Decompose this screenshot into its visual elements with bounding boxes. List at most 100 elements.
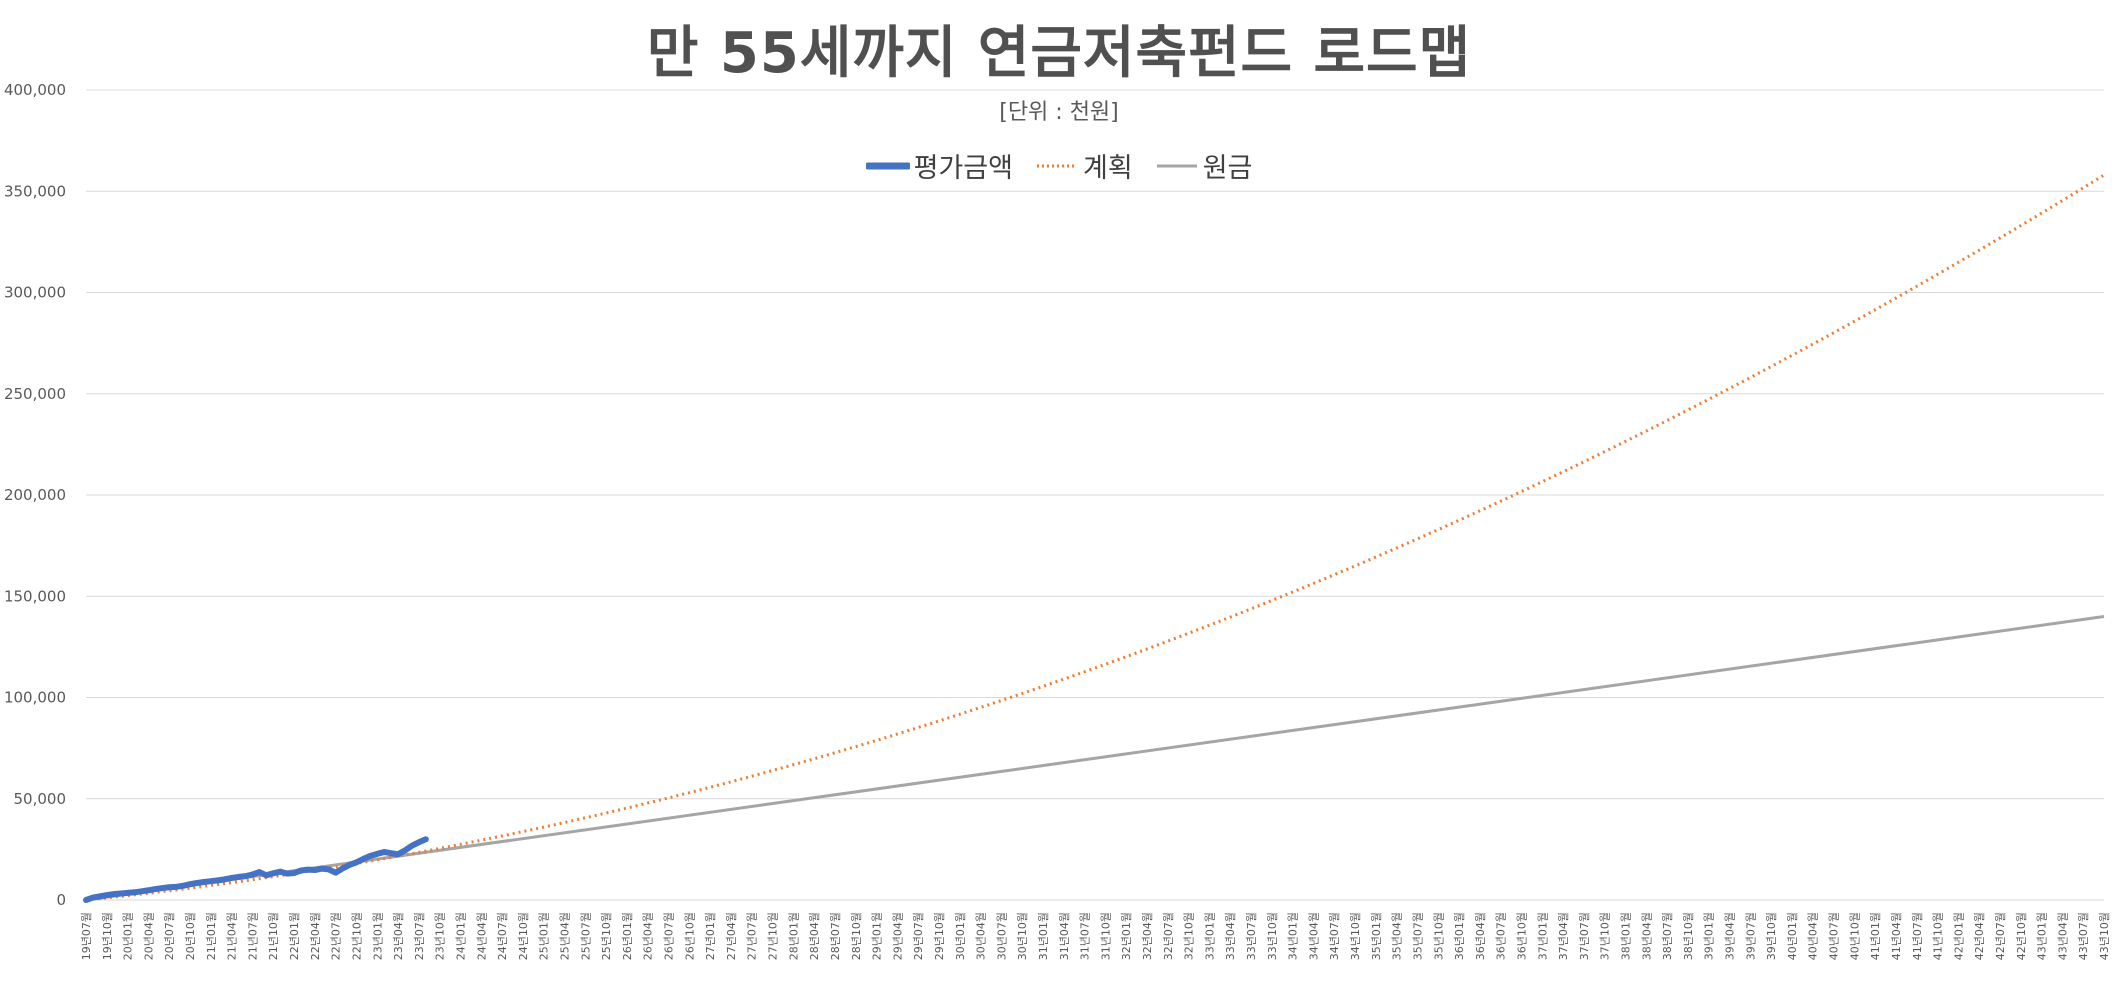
x-tick-label: 20년07월 — [163, 912, 176, 960]
x-tick-label: 24년04월 — [475, 912, 488, 960]
y-tick-label: 250,000 — [4, 385, 66, 403]
legend-label-valuation: 평가금액 — [913, 153, 1013, 184]
x-tick-label: 25년04월 — [558, 912, 571, 960]
x-tick-label: 24년07월 — [496, 912, 509, 960]
x-tick-label: 40년01월 — [1786, 912, 1799, 960]
x-tick-label: 41년04월 — [1890, 912, 1903, 960]
x-tick-label: 24년10월 — [517, 912, 530, 960]
x-tick-label: 31년01월 — [1037, 912, 1050, 960]
x-tick-label: 32년07월 — [1162, 912, 1175, 960]
x-tick-label: 43년10월 — [2098, 912, 2111, 960]
x-tick-label: 23년04월 — [392, 912, 405, 960]
x-tick-label: 21년10월 — [267, 912, 280, 960]
x-tick-label: 31년07월 — [1079, 912, 1092, 960]
x-tick-label: 31년04월 — [1058, 912, 1071, 960]
x-tick-label: 39년04월 — [1724, 912, 1737, 960]
x-tick-label: 32년01월 — [1120, 912, 1133, 960]
x-tick-label: 37년04월 — [1557, 912, 1570, 960]
series-lines — [83, 173, 2105, 903]
chart-title: 만 55세까지 연금저축펀드 로드맵 — [646, 21, 1472, 86]
x-tick-label: 42년10월 — [2015, 912, 2028, 960]
x-tick-label: 22년10월 — [350, 912, 363, 960]
x-tick-label: 39년10월 — [1765, 912, 1778, 960]
x-tick-label: 42년07월 — [1994, 912, 2007, 960]
x-tick-label: 32년04월 — [1141, 912, 1154, 960]
x-tick-label: 22년07월 — [330, 912, 343, 960]
x-tick-label: 25년07월 — [579, 912, 592, 960]
x-tick-label: 35년07월 — [1411, 912, 1424, 960]
x-tick-label: 21년04월 — [226, 912, 239, 960]
x-tick-label: 38년01월 — [1620, 912, 1633, 960]
x-tick-label: 38년07월 — [1661, 912, 1674, 960]
x-tick-label: 27년04월 — [725, 912, 738, 960]
x-tick-label: 35년10월 — [1432, 912, 1445, 960]
x-tick-label: 40년10월 — [1848, 912, 1861, 960]
x-tick-label: 20년10월 — [184, 912, 197, 960]
x-tick-label: 36년07월 — [1495, 912, 1508, 960]
legend-swatch-valuation — [865, 162, 910, 169]
x-tick-label: 23년10월 — [434, 912, 447, 960]
y-axis-ticks: 0 50,000 100,000 150,000 200,000 250,000 300,0… — [4, 81, 66, 909]
x-tick-label: 37년01월 — [1536, 912, 1549, 960]
x-tick-label: 23년01월 — [371, 912, 384, 960]
x-tick-label: 34년10월 — [1349, 912, 1362, 960]
x-tick-label: 26년04월 — [642, 912, 655, 960]
x-tick-label: 26년07월 — [663, 912, 676, 960]
x-tick-label: 21년01월 — [205, 912, 218, 960]
x-tick-label: 28년10월 — [850, 912, 863, 960]
y-tick-label: 350,000 — [4, 182, 66, 200]
x-tick-label: 28년07월 — [829, 912, 842, 960]
gridlines — [86, 89, 2104, 901]
x-tick-label: 31년10월 — [1099, 912, 1112, 960]
x-tick-label: 32년10월 — [1183, 912, 1196, 960]
x-tick-label: 34년01월 — [1287, 912, 1300, 960]
x-tick-label: 24년01월 — [454, 912, 467, 960]
y-tick-label: 200,000 — [4, 486, 66, 504]
x-tick-label: 26년01월 — [621, 912, 634, 960]
x-tick-label: 30년07월 — [995, 912, 1008, 960]
legend-item-plan: 계획 — [1035, 146, 1133, 185]
legend-item-principal: 원금 — [1155, 146, 1253, 185]
x-tick-label: 30년10월 — [1016, 912, 1029, 960]
x-tick-label: 43년01월 — [2036, 912, 2049, 960]
x-tick-label: 39년01월 — [1703, 912, 1716, 960]
x-tick-label: 20년01월 — [122, 912, 135, 960]
x-tick-label: 36년10월 — [1515, 912, 1528, 960]
x-tick-label: 25년01월 — [538, 912, 551, 960]
series-line-plan — [85, 173, 2105, 902]
x-tick-label: 42년01월 — [1952, 912, 1965, 960]
x-tick-label: 36년01월 — [1453, 912, 1466, 960]
x-tick-label: 40년04월 — [1807, 912, 1820, 960]
x-tick-label: 41년10월 — [1932, 912, 1945, 960]
x-tick-label: 37년10월 — [1599, 912, 1612, 960]
x-tick-label: 33년04월 — [1224, 912, 1237, 960]
x-tick-label: 28년04월 — [808, 912, 821, 960]
x-tick-label: 33년07월 — [1245, 912, 1258, 960]
x-tick-label: 30년04월 — [975, 912, 988, 960]
x-tick-label: 29년04월 — [891, 912, 904, 960]
x-tick-label: 37년07월 — [1578, 912, 1591, 960]
x-tick-label: 33년10월 — [1266, 912, 1279, 960]
x-tick-label: 20년04월 — [142, 912, 155, 960]
y-tick-label: 0 — [56, 891, 66, 909]
chart-legend: 평가금액 계획 원금 — [0, 146, 2118, 185]
x-tick-label: 29년01월 — [871, 912, 884, 960]
legend-label-principal: 원금 — [1202, 153, 1253, 184]
x-tick-label: 36년04월 — [1474, 912, 1487, 960]
x-tick-label: 23년07월 — [413, 912, 426, 960]
x-tick-label: 29년10월 — [933, 912, 946, 960]
x-tick-label: 43년04월 — [2056, 912, 2069, 960]
y-tick-label: 50,000 — [14, 790, 67, 808]
x-tick-label: 34년04월 — [1307, 912, 1320, 960]
legend-swatch-plan — [1037, 164, 1077, 167]
x-tick-label: 19년07월 — [80, 912, 93, 960]
x-tick-label: 38년04월 — [1640, 912, 1653, 960]
x-tick-label: 27년01월 — [704, 912, 717, 960]
x-tick-label: 27년10월 — [767, 912, 780, 960]
y-tick-label: 150,000 — [4, 587, 66, 605]
x-tick-label: 25년10월 — [600, 912, 613, 960]
y-tick-label: 300,000 — [4, 284, 66, 302]
x-tick-label: 34년07월 — [1328, 912, 1341, 960]
legend-item-valuation: 평가금액 — [865, 146, 1013, 185]
